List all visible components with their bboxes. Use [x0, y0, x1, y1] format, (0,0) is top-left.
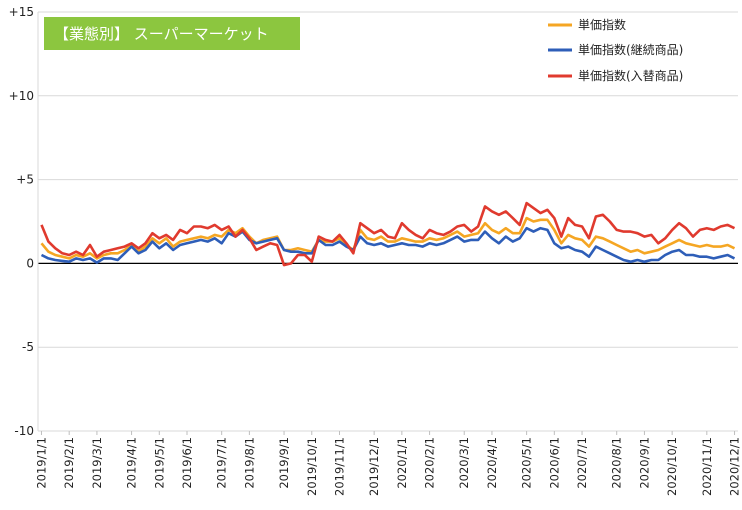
- chart-title: 【業態別】 スーパーマーケット: [54, 25, 269, 43]
- legend-label: 単価指数(継続商品): [578, 42, 683, 57]
- series-lines: [40, 201, 736, 267]
- y-tick-label: -10: [14, 424, 34, 438]
- x-tick-label: 2019/10/1: [305, 437, 319, 496]
- x-tick-label: 2019/7/1: [215, 437, 229, 489]
- x-tick-label: 2019/5/1: [152, 437, 166, 489]
- x-tick-label: 2020/11/1: [700, 437, 714, 496]
- x-tick-label: 2020/12/1: [728, 437, 742, 496]
- title-background: [44, 17, 300, 50]
- title-box: 【業態別】 スーパーマーケット: [44, 17, 300, 50]
- x-tick-label: 2020/9/1: [637, 437, 651, 489]
- x-tick-label: 2020/6/1: [547, 437, 561, 489]
- x-tick-label: 2019/3/1: [90, 437, 104, 489]
- x-tick-label: 2019/11/1: [333, 437, 347, 496]
- x-tick-label: 2019/1/1: [35, 437, 49, 489]
- x-tick-label: 2020/7/1: [575, 437, 589, 489]
- y-tick-label: +15: [9, 5, 34, 19]
- y-tick-label: +5: [16, 173, 34, 187]
- legend-label: 単価指数(入替商品): [578, 68, 683, 83]
- x-tick-label: 2020/8/1: [610, 437, 624, 489]
- series-line: [40, 226, 736, 264]
- x-tick-label: 2019/12/1: [367, 437, 381, 496]
- x-tick-label: 2020/3/1: [457, 437, 471, 489]
- x-tick-label: 2020/5/1: [520, 437, 534, 489]
- series-line: [40, 201, 736, 267]
- y-tick-label: -5: [22, 340, 34, 354]
- x-tick-label: 2019/2/1: [62, 437, 76, 489]
- x-tick-label: 2020/10/1: [665, 437, 679, 496]
- y-tick-label: 0: [26, 256, 34, 270]
- x-tick-label: 2020/1/1: [395, 437, 409, 489]
- x-tick-label: 2020/4/1: [485, 437, 499, 489]
- y-axis-ticks: +15 +10 +5 0 -5 -10: [9, 5, 34, 438]
- series-line: [40, 216, 736, 260]
- x-tick-label: 2019/8/1: [242, 437, 256, 489]
- x-tick-label: 2020/2/1: [423, 437, 437, 489]
- x-tick-label: 2019/6/1: [180, 437, 194, 489]
- x-axis: 2019/1/1 2019/2/1 2019/3/1 2019/4/1 2019/5/1…: [35, 430, 742, 496]
- x-tick-label: 2019/9/1: [277, 437, 291, 489]
- x-tick-label: 2019/4/1: [125, 437, 139, 489]
- legend-label: 単価指数: [578, 17, 626, 32]
- y-tick-label: +10: [9, 89, 34, 103]
